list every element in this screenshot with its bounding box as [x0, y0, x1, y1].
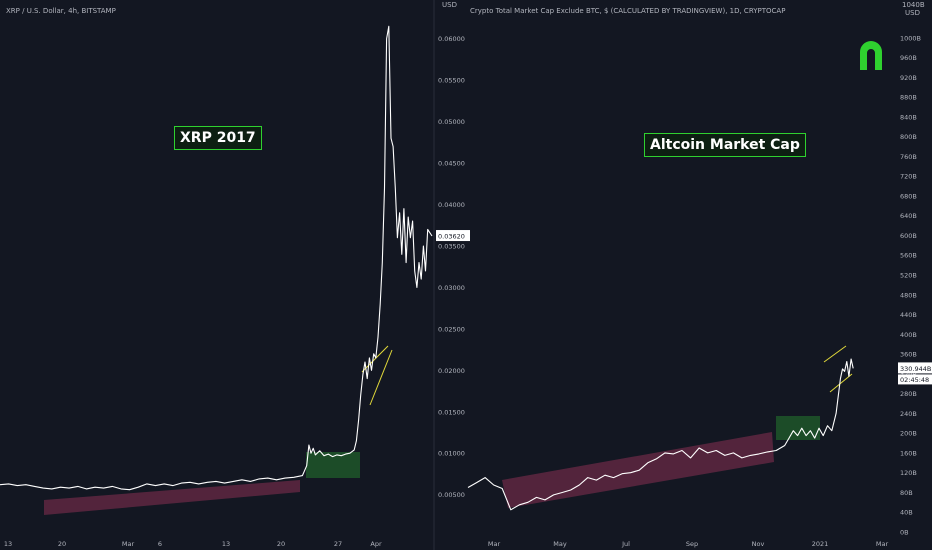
y-tick-label: 280B — [900, 390, 917, 398]
x-tick-label: Mar — [122, 540, 135, 548]
y-tick-label: 0.03000 — [438, 284, 465, 292]
y-tick-label: 160B — [900, 449, 917, 457]
y-tick-label: 880B — [900, 94, 917, 102]
x-tick-label: Mar — [488, 540, 501, 548]
y-tick-label: 120B — [900, 469, 917, 477]
y-tick-label: 0.03500 — [438, 242, 465, 250]
y-tick-label: 840B — [900, 113, 917, 121]
y-tick-label: 0.06000 — [438, 35, 465, 43]
altcoin-market-cap-label: Altcoin Market Cap — [644, 133, 806, 157]
y-tick-label: 1000B — [900, 34, 921, 42]
y-tick-label: 200B — [900, 430, 917, 438]
axes-layer: 0.00500 0.01000 0.01500 0.02000 0.02500 0.030… — [4, 34, 932, 548]
x-tick-label: 2021 — [812, 540, 829, 548]
x-tick-label: Apr — [370, 540, 382, 548]
y-tick-label: 0.04000 — [438, 201, 465, 209]
right-chart-header: Crypto Total Market Cap Exclude BTC, $ (… — [470, 7, 786, 15]
y-tick-label: 720B — [900, 173, 917, 181]
wedge-trendline-upper — [823, 345, 847, 363]
xrp-2017-label: XRP 2017 — [174, 126, 262, 150]
accumulation-channel — [44, 480, 300, 515]
y-tick-label: 0.05000 — [438, 118, 465, 126]
y-tick-label: 400B — [900, 331, 917, 339]
countdown-text: 02:45:48 — [900, 376, 929, 384]
horseshoe-logo-icon — [860, 41, 882, 70]
y-tick-label: 520B — [900, 272, 917, 280]
y-tick-label: 920B — [900, 74, 917, 82]
left-axis-unit: USD — [442, 1, 457, 9]
x-tick-label: 6 — [158, 540, 162, 548]
price-line-series — [0, 25, 433, 491]
y-tick-label: 560B — [900, 252, 917, 260]
consolidation-box — [776, 416, 820, 440]
y-tick-label: 0B — [900, 529, 909, 537]
y-tick-label: 0.01000 — [438, 450, 465, 458]
y-tick-label: 0.02500 — [438, 325, 465, 333]
countdown-tag — [898, 374, 932, 385]
last-price-tag — [898, 362, 932, 374]
x-tick-label: Sep — [686, 540, 698, 548]
y-tick-label: 680B — [900, 192, 917, 200]
wedge-trendline-lower — [369, 349, 393, 406]
y-tick-label: 0.04500 — [438, 160, 465, 168]
last-price-tag — [436, 230, 470, 242]
right-axis-unit: USD — [905, 9, 920, 17]
right-axis-unit-top: 1040B — [902, 1, 925, 9]
last-price-text: 330.944B — [900, 365, 931, 373]
y-tick-label: 800B — [900, 133, 917, 141]
y-tick-label: 0.05500 — [438, 77, 465, 85]
x-tick-label: Jul — [621, 540, 630, 548]
wedge-trendline-lower — [829, 373, 853, 393]
x-tick-label: May — [553, 540, 567, 548]
last-price-text: 0.03620 — [438, 233, 465, 241]
x-tick-label: 27 — [334, 540, 342, 548]
y-tick-label: 960B — [900, 54, 917, 62]
y-tick-label: 320B — [900, 370, 917, 378]
x-tick-label: Nov — [752, 540, 765, 548]
x-tick-label: 20 — [277, 540, 285, 548]
y-tick-label: 440B — [900, 311, 917, 319]
y-tick-label: 600B — [900, 232, 917, 240]
y-tick-label: 40B — [900, 509, 913, 517]
x-tick-label: 13 — [4, 540, 12, 548]
left-chart-header: XRP / U.S. Dollar, 4h, BITSTAMP — [6, 7, 116, 15]
y-tick-label: 760B — [900, 153, 917, 161]
y-tick-label: 0.01500 — [438, 408, 465, 416]
price-line-series — [467, 358, 854, 511]
y-tick-label: 80B — [900, 489, 913, 497]
y-tick-label: 480B — [900, 291, 917, 299]
y-tick-label: 240B — [900, 410, 917, 418]
x-tick-label: 13 — [222, 540, 230, 548]
y-tick-label: 0.00500 — [438, 491, 465, 499]
y-tick-label: 640B — [900, 212, 917, 220]
y-tick-label: 360B — [900, 351, 917, 359]
x-tick-label: Mar — [876, 540, 889, 548]
wedge-trendline-upper — [361, 345, 389, 373]
price-lines — [0, 25, 854, 511]
y-tick-label: 0.02000 — [438, 367, 465, 375]
x-tick-label: 20 — [58, 540, 66, 548]
